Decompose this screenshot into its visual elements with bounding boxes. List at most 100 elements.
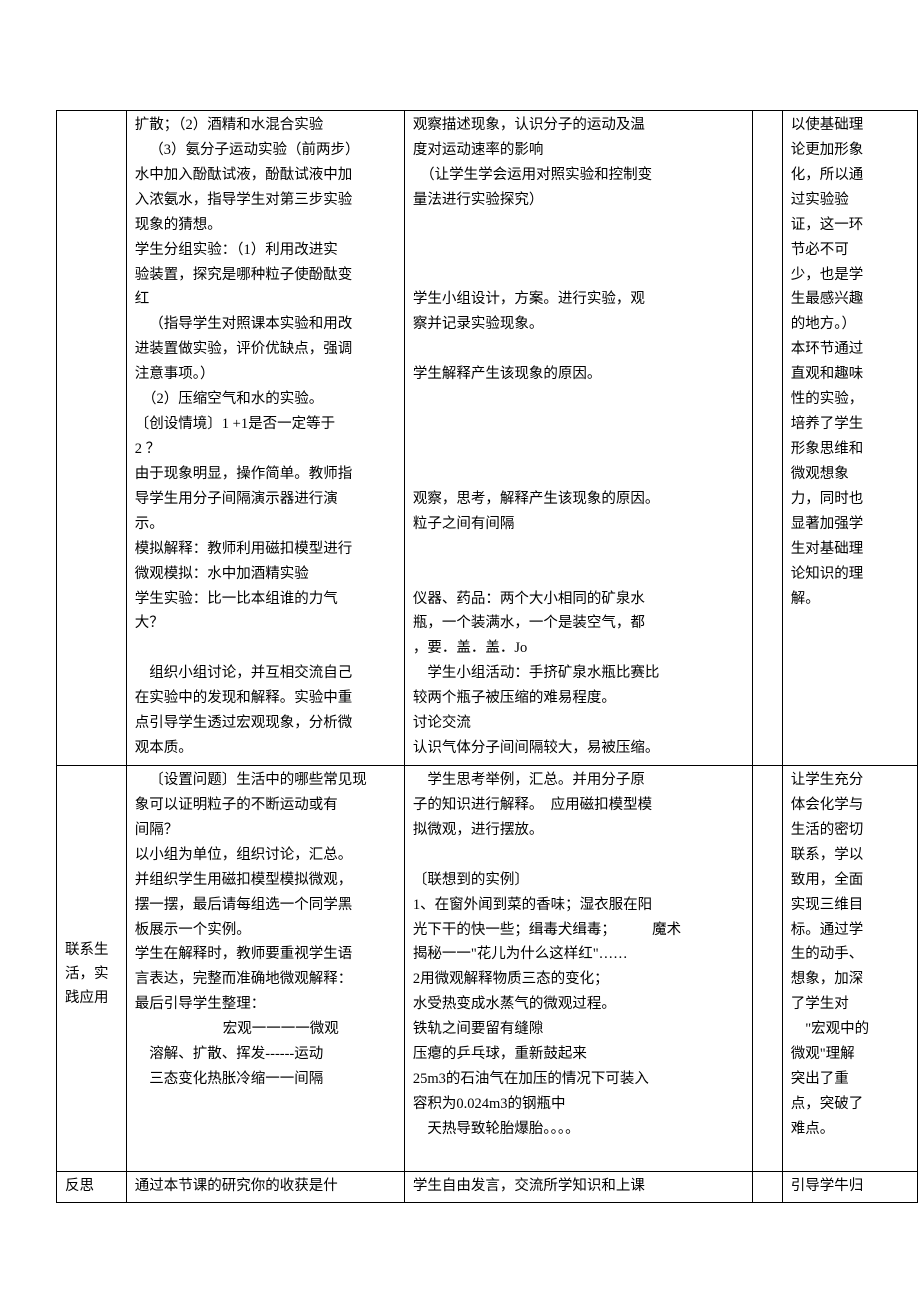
student-activity-cell: 学生自由发言，交流所学知识和上课 <box>404 1171 752 1202</box>
cell-line <box>413 338 746 362</box>
cell-line: 微观模拟：水中加酒精实验 <box>135 563 398 587</box>
cell-line: 学生解释产生该现象的原因。 <box>413 363 746 387</box>
cell-line: 观本质。 <box>135 737 398 761</box>
cell-line: 解。 <box>791 588 911 612</box>
cell-line: 25m3的石油气在加压的情况下可装入 <box>413 1068 746 1092</box>
cell-line: 微观"理解 <box>791 1043 911 1067</box>
teacher-activity-cell: 通过本节课的研究你的收获是什 <box>126 1171 404 1202</box>
cell-line: ，要．盖．盖．Jo <box>413 637 746 661</box>
section-label-cell <box>57 111 127 766</box>
cell-line: 〔联想到的实例〕 <box>413 869 746 893</box>
cell-line: 铁轨之间要留有缝隙 <box>413 1018 746 1042</box>
cell-line: 联系，学以 <box>791 844 911 868</box>
cell-line: 学生思考举例，汇总。并用分子原 <box>413 769 746 793</box>
cell-line: 揭秘一一"花儿为什么这样红"…… <box>413 943 746 967</box>
design-intent-cell: 以使基础理论更加形象化，所以通过实验验证，这一环节必不可少，也是学生最感兴趣的地… <box>782 111 917 766</box>
cell-line: 让学生充分 <box>791 769 911 793</box>
cell-line <box>413 214 746 238</box>
cell-line: 本环节通过 <box>791 338 911 362</box>
cell-text: 引导学牛归 <box>791 1178 864 1194</box>
cell-line: 观察，思考，解释产生该现象的原因。 <box>413 488 746 512</box>
cell-line: 最后引导学生整理： <box>135 993 398 1017</box>
cell-line: 实现三维目 <box>791 894 911 918</box>
teacher-activity-cell: 扩散；（2）酒精和水混合实验（3）氨分子运动实验（前两步）水中加入酚酞试液，酚酞… <box>126 111 404 766</box>
cell-line: 学生小组设计，方案。进行实验，观 <box>413 288 746 312</box>
cell-line: 讨论交流 <box>413 712 746 736</box>
cell-line: 直观和趣味 <box>791 363 911 387</box>
cell-line: （3）氨分子运动实验（前两步） <box>135 139 398 163</box>
empty-cell <box>752 111 782 766</box>
cell-line: 现象的猜想。 <box>135 214 398 238</box>
cell-line: 察并记录实验现象。 <box>413 313 746 337</box>
table-row: 反思 通过本节课的研究你的收获是什 学生自由发言，交流所学知识和上课 引导学牛归 <box>57 1171 918 1202</box>
cell-line: 标。通过学 <box>791 919 911 943</box>
cell-line: 性的实验， <box>791 388 911 412</box>
cell-line: 水受热变成水蒸气的微观过程。 <box>413 993 746 1017</box>
cell-line: 验装置，探究是哪种粒子使酚酞变 <box>135 264 398 288</box>
section-label: 联系生活，实践应用 <box>65 769 120 1011</box>
cell-line: 容积为0.024m3的钢瓶中 <box>413 1093 746 1117</box>
cell-line: 量法进行实验探究） <box>413 189 746 213</box>
cell-line <box>413 463 746 487</box>
cell-line: 组织小组讨论，并互相交流自己 <box>135 662 398 686</box>
teacher-activity-cell: 〔设置问题〕生活中的哪些常见现象可以证明粒子的不断运动或有间隔？以小组为单位，组… <box>126 765 404 1171</box>
cell-line <box>413 1143 746 1167</box>
cell-line: 光下干的快一些；缉毒犬缉毒； 魔术 <box>413 919 746 943</box>
cell-line: 度对运动速率的影响 <box>413 139 746 163</box>
cell-line <box>413 388 746 412</box>
cell-line <box>413 413 746 437</box>
table-row: 扩散；（2）酒精和水混合实验（3）氨分子运动实验（前两步）水中加入酚酞试液，酚酞… <box>57 111 918 766</box>
table-row: 联系生活，实践应用 〔设置问题〕生活中的哪些常见现象可以证明粒子的不断运动或有间… <box>57 765 918 1171</box>
section-label-cell: 反思 <box>57 1171 127 1202</box>
cell-line: 形象思维和 <box>791 438 911 462</box>
cell-line: 扩散；（2）酒精和水混合实验 <box>135 114 398 138</box>
cell-line: 化，所以通 <box>791 164 911 188</box>
cell-line: 学生在解释时，教师要重视学生语 <box>135 943 398 967</box>
cell-line: 以使基础理 <box>791 114 911 138</box>
section-label-cell: 联系生活，实践应用 <box>57 765 127 1171</box>
cell-line: 仪器、药品：两个大小相同的矿泉水 <box>413 588 746 612</box>
cell-line: （2）压缩空气和水的实验。 <box>135 388 398 412</box>
cell-line: 学生实验：比一比本组谁的力气 <box>135 588 398 612</box>
cell-line: 了学生对 <box>791 993 911 1017</box>
section-label: 反思 <box>65 1178 94 1194</box>
cell-line: 溶解、扩散、挥发------运动 <box>135 1043 398 1067</box>
cell-line: 宏观一一一一微观 <box>135 1018 398 1042</box>
cell-line: 生最感兴趣 <box>791 288 911 312</box>
cell-line: 节必不可 <box>791 239 911 263</box>
cell-line: 体会化学与 <box>791 794 911 818</box>
document-page: 扩散；（2）酒精和水混合实验（3）氨分子运动实验（前两步）水中加入酚酞试液，酚酞… <box>0 0 920 1203</box>
cell-line: 点引导学生透过宏观现象，分析微 <box>135 712 398 736</box>
student-activity-cell: 学生思考举例，汇总。并用分子原子的知识进行解释。 应用磁扣模型模拟微观，进行摆放… <box>404 765 752 1171</box>
cell-line: 由于现象明显，操作简单。教师指 <box>135 463 398 487</box>
cell-line <box>413 563 746 587</box>
cell-line: （指导学生对照课本实验和用改 <box>135 313 398 337</box>
cell-line: 论知识的理 <box>791 563 911 587</box>
cell-line: （让学生学会运用对照实验和控制变 <box>413 164 746 188</box>
cell-line: 论更加形象 <box>791 139 911 163</box>
cell-line: 板展示一个实例。 <box>135 919 398 943</box>
cell-line: 想象，加深 <box>791 968 911 992</box>
cell-line: 生活的密切 <box>791 819 911 843</box>
cell-line: 示。 <box>135 513 398 537</box>
cell-line: 点，突破了 <box>791 1093 911 1117</box>
cell-line: 进装置做实验，评价优缺点，强调 <box>135 338 398 362</box>
cell-line: 较两个瓶子被压缩的难易程度。 <box>413 687 746 711</box>
cell-line: 红 <box>135 288 398 312</box>
cell-line: 生对基础理 <box>791 538 911 562</box>
cell-line: 在实验中的发现和解释。实验中重 <box>135 687 398 711</box>
cell-line: 突出了重 <box>791 1068 911 1092</box>
cell-line: 言表达，完整而准确地微观解释： <box>135 968 398 992</box>
cell-line <box>413 538 746 562</box>
cell-line: 摆一摆，最后请每组选一个同学黑 <box>135 894 398 918</box>
cell-line: 培养了学生 <box>791 413 911 437</box>
cell-line: 学生小组活动：手挤矿泉水瓶比赛比 <box>413 662 746 686</box>
design-intent-cell: 让学生充分体会化学与生活的密切联系，学以致用，全面实现三维目标。通过学生的动手、… <box>782 765 917 1171</box>
cell-line: 间隔？ <box>135 819 398 843</box>
cell-line: 压瘪的乒乓球，重新鼓起来 <box>413 1043 746 1067</box>
cell-line: 证，这一环 <box>791 214 911 238</box>
cell-line: 力，同时也 <box>791 488 911 512</box>
design-intent-cell: 引导学牛归 <box>782 1171 917 1202</box>
empty-cell <box>752 765 782 1171</box>
cell-line: 2用微观解释物质三态的变化； <box>413 968 746 992</box>
